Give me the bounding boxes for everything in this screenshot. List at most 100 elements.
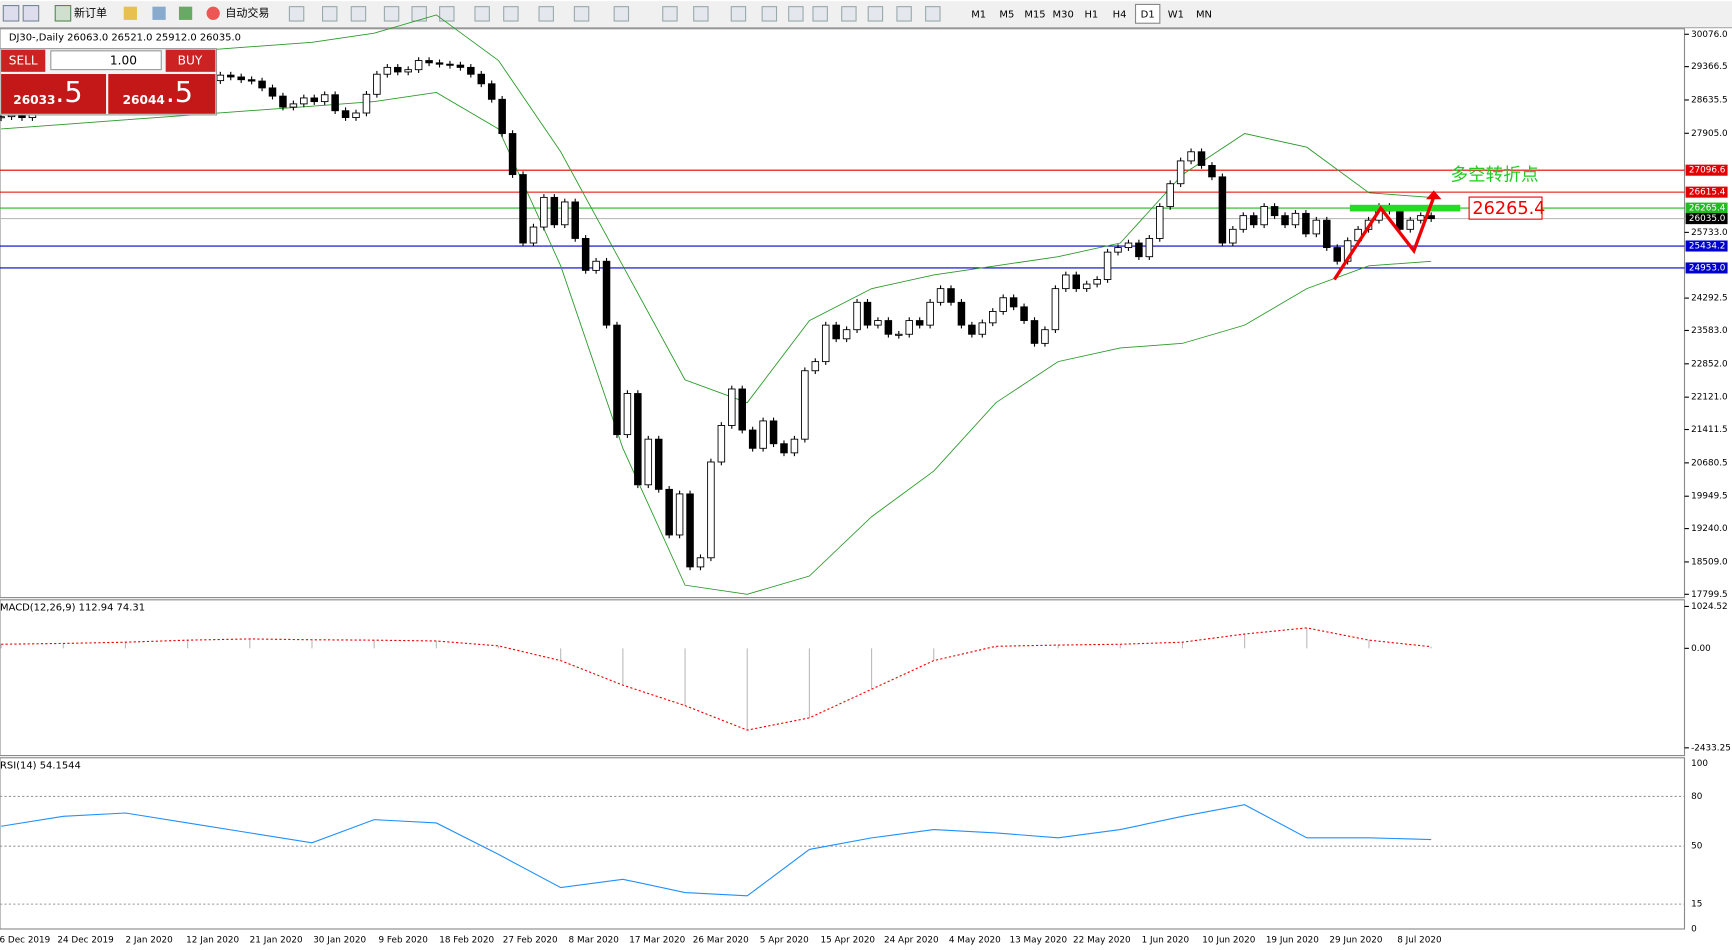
tool-button[interactable] [152, 6, 166, 20]
auto-trading-icon[interactable] [206, 6, 220, 20]
candle [1093, 279, 1101, 285]
candle [780, 443, 788, 454]
timeframe[interactable]: MN [1196, 9, 1212, 20]
tool-button[interactable] [761, 6, 778, 22]
sell-price-box[interactable] [1, 74, 107, 114]
candle [414, 60, 423, 71]
tool-button[interactable] [383, 6, 400, 22]
buy-label[interactable]: BUY [178, 53, 203, 67]
tool-button[interactable] [474, 6, 490, 22]
tool-button[interactable] [178, 6, 193, 20]
level-tag [1685, 202, 1728, 214]
timeframe[interactable]: H4 [1113, 9, 1127, 20]
tool-button[interactable] [662, 6, 678, 22]
candle [404, 69, 412, 73]
tool-button[interactable] [896, 6, 912, 22]
candle [571, 201, 579, 239]
candle [738, 388, 746, 431]
candle [686, 493, 694, 568]
candle [602, 260, 611, 326]
timeframe[interactable]: M1 [971, 9, 986, 20]
candle [1062, 274, 1070, 290]
sell-button[interactable] [1, 49, 46, 72]
candle [373, 73, 381, 95]
price-panel [0, 28, 1686, 599]
tool-button[interactable] [288, 6, 305, 22]
timeframe[interactable]: M5 [999, 9, 1014, 20]
level-tag-label: 26615.4 [1689, 188, 1726, 198]
tool-button[interactable] [123, 6, 137, 20]
y-tick-label: 15 [1691, 900, 1702, 910]
candle [1041, 329, 1049, 344]
price-callout: 26265.4 [1472, 199, 1545, 219]
lots-value[interactable]: 1.00 [110, 53, 137, 67]
y-tick-label: -2433.25 [1691, 743, 1731, 753]
candle [1051, 288, 1060, 331]
timeframe[interactable]: H1 [1084, 9, 1098, 20]
sell-price[interactable]: 26033 [13, 93, 55, 107]
tool-button[interactable] [812, 6, 828, 22]
y-tick-label: 22852.0 [1691, 359, 1728, 369]
tool-button[interactable] [730, 6, 747, 22]
timeframe[interactable]: M15 [1024, 9, 1045, 20]
candle [696, 557, 705, 568]
y-tick-label: 50 [1691, 842, 1703, 852]
tool-button[interactable] [439, 6, 455, 22]
sell-label[interactable]: SELL [9, 53, 38, 67]
tool-button[interactable] [841, 6, 857, 22]
candle [623, 393, 632, 436]
macd-title: MACD(12,26,9) 112.94 74.31 [0, 603, 145, 614]
candle [300, 97, 308, 105]
candle [748, 429, 757, 449]
timeframe-active[interactable] [1134, 3, 1161, 24]
candle [988, 311, 997, 324]
level-tag-label: 26035.0 [1689, 214, 1726, 224]
candle [289, 103, 298, 108]
y-tick-label: 20680.5 [1691, 458, 1728, 468]
tool-button[interactable] [925, 6, 941, 22]
tool-button[interactable] [321, 6, 338, 22]
new-order-icon[interactable] [54, 4, 72, 22]
auto-trading[interactable]: 自动交易 [225, 5, 269, 19]
y-tick-label: 24292.5 [1691, 294, 1728, 304]
timeframe[interactable]: M30 [1053, 9, 1074, 20]
tool-button[interactable] [350, 6, 367, 22]
timeframe[interactable]: W1 [1168, 9, 1184, 20]
tool-button[interactable] [22, 4, 40, 22]
candle [7, 114, 16, 118]
buy-price-frac[interactable]: .5 [166, 75, 193, 109]
tool-button[interactable] [693, 6, 709, 22]
tool-button[interactable] [867, 6, 884, 22]
x-tick-label: 15 Apr 2020 [820, 936, 875, 946]
y-tick-label: 30076.0 [1691, 30, 1728, 40]
candle [394, 66, 402, 73]
timeframe[interactable]: D1 [1141, 9, 1155, 20]
tool-button[interactable] [538, 6, 554, 22]
buy-button[interactable] [165, 49, 216, 72]
candle [863, 301, 872, 326]
candle [821, 324, 830, 363]
tool-button[interactable] [573, 6, 590, 22]
new-order[interactable]: 新订单 [74, 5, 107, 19]
candle [592, 260, 600, 271]
tool-button[interactable] [411, 6, 427, 22]
candle [550, 196, 559, 226]
tool-button[interactable] [2, 4, 20, 22]
sell-price-frac[interactable]: .5 [55, 75, 82, 109]
buy-price-box[interactable] [108, 74, 216, 114]
candle [1427, 215, 1435, 220]
tool-button[interactable] [613, 6, 630, 22]
lots-input[interactable] [50, 50, 162, 71]
buy-price[interactable]: 26044 [123, 93, 165, 107]
tool-button[interactable] [788, 6, 804, 22]
level-tag [1685, 213, 1728, 225]
tool-button[interactable] [503, 6, 519, 22]
candle [1176, 160, 1185, 185]
candle [811, 361, 820, 372]
y-tick-label: 29366.5 [1691, 62, 1728, 72]
candle [258, 80, 266, 89]
x-tick-label: 1 Jun 2020 [1142, 936, 1190, 946]
candle [216, 74, 225, 82]
candle [1312, 219, 1321, 235]
